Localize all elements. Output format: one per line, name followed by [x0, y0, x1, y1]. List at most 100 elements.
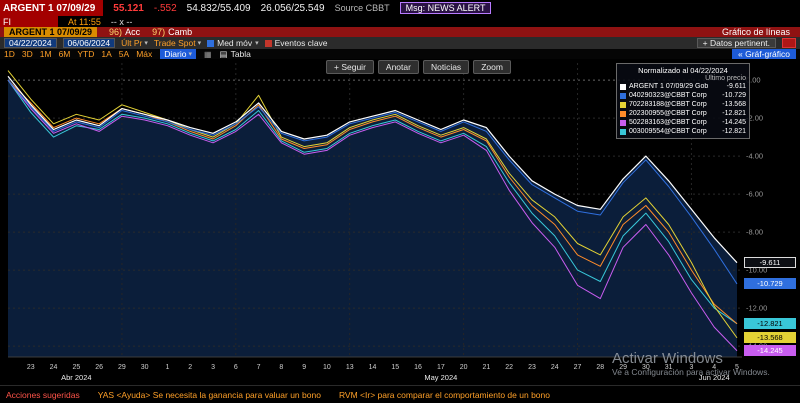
bid-ask: 54.832/55.409 — [186, 2, 251, 14]
last-value-badge: -14.245 — [744, 345, 796, 357]
svg-text:27: 27 — [574, 364, 582, 371]
last-value-badge: -12.821 — [744, 318, 796, 330]
svg-text:15: 15 — [391, 364, 399, 371]
chart-legend: Normalizado al 04/22/2024 Último precio … — [616, 63, 750, 139]
series-label: 502283163@CBBT Corp — [629, 119, 707, 126]
series-last-value: -9.611 — [726, 83, 746, 90]
series-last-value: -12.821 — [722, 128, 746, 135]
start-date-input[interactable]: 04/22/2024 — [4, 38, 57, 48]
line-chart[interactable]: 0.00 -2.00 -4.00 -6.00 -8.00 -10.00 -12.00 -14.… — [0, 59, 800, 385]
svg-text:25: 25 — [72, 364, 80, 371]
quote-subheader: FI At 11:55 -- x -- — [0, 16, 800, 27]
svg-text:5: 5 — [735, 364, 739, 371]
period-tab-ytd[interactable]: YTD — [77, 49, 95, 59]
frequency-select[interactable]: Diario ▾ — [160, 49, 196, 59]
period-tab-6m[interactable]: 6M — [58, 49, 71, 59]
menu-label: Camb — [168, 27, 193, 37]
svg-text:24: 24 — [50, 364, 58, 371]
svg-text:10: 10 — [323, 364, 331, 371]
table-icon: ▤ — [219, 48, 228, 59]
menu-bar: ARGENT 1 07/09/29 96) Acc 97) Camb Gráfi… — [0, 27, 800, 37]
svg-text:-8.00: -8.00 — [746, 228, 763, 237]
period-tab-1a[interactable]: 1A — [101, 49, 112, 59]
last-value-badge: -10.729 — [744, 278, 796, 290]
menu-item-acciones[interactable]: 96) Acc — [109, 27, 140, 37]
chart-tool-anotar[interactable]: Anotar — [377, 60, 419, 74]
menu-item-cambiar[interactable]: 97) Camb — [152, 27, 192, 37]
legend-entry[interactable]: 202300955@CBBT Corp -12.821 — [620, 109, 746, 118]
moving-average-label: Med móv — [217, 38, 253, 48]
period-tabs: 1D 3D 1M 6M YTD 1A 5A Máx — [4, 49, 152, 59]
table-tab[interactable]: ▤ Tabla — [220, 49, 251, 60]
period-tab-1d[interactable]: 1D — [4, 49, 15, 59]
period-tab-máx[interactable]: Máx — [136, 49, 153, 59]
asset-class-tag: FI — [0, 16, 58, 27]
svg-text:Jun 2024: Jun 2024 — [699, 373, 730, 382]
key-events-toggle[interactable]: Eventos clave — [264, 38, 328, 48]
menu-number: 96) — [109, 27, 123, 37]
svg-text:30: 30 — [642, 364, 650, 371]
series-label: 202300955@CBBT Corp — [629, 110, 707, 117]
chart-tool-seguir[interactable]: + Seguir — [326, 60, 374, 74]
series-label: 040290323@CBBT Corp — [629, 92, 707, 99]
period-tab-1m[interactable]: 1M — [39, 49, 52, 59]
security-field[interactable]: ARGENT 1 07/09/29 — [4, 27, 98, 37]
series-last-value: -12.821 — [722, 110, 746, 117]
svg-text:2: 2 — [188, 364, 192, 371]
status-left: Acciones sugeridas — [6, 389, 80, 400]
svg-text:3: 3 — [211, 364, 215, 371]
period-tab-3d[interactable]: 3D — [21, 49, 33, 59]
series-swatch — [620, 128, 626, 135]
quote-time: At 11:55 — [68, 16, 101, 27]
svg-text:22: 22 — [505, 364, 513, 371]
news-alert-badge[interactable]: Msg: NEWS ALERT — [399, 2, 492, 14]
svg-text:16: 16 — [414, 364, 422, 371]
svg-text:-4.00: -4.00 — [746, 152, 763, 161]
status-hint1: YAS <Ayuda> Se necesita la ganancia para… — [97, 389, 321, 400]
svg-text:6: 6 — [234, 364, 238, 371]
period-tab-5a[interactable]: 5A — [118, 49, 130, 59]
svg-text:31: 31 — [665, 364, 673, 371]
svg-text:7: 7 — [257, 364, 261, 371]
price-source: Source CBBT — [334, 3, 390, 13]
svg-text:May 2024: May 2024 — [424, 373, 457, 382]
last-price: 55.121 — [113, 2, 144, 14]
series-label: ARGENT 1 07/09/29 Gob — [629, 83, 709, 90]
svg-text:9: 9 — [302, 364, 306, 371]
moving-average-toggle[interactable]: Med móv ▾ — [207, 38, 259, 48]
svg-text:21: 21 — [483, 364, 491, 371]
series-swatch — [620, 92, 626, 99]
series-swatch — [620, 101, 626, 108]
related-data-button[interactable]: + Datos pertinent. — [696, 38, 776, 48]
chart-tool-noticias[interactable]: Noticias — [422, 60, 470, 74]
svg-text:14: 14 — [369, 364, 377, 371]
svg-text:4: 4 — [712, 364, 716, 371]
end-date-input[interactable]: 06/06/2024 — [62, 38, 116, 48]
market-select[interactable]: Trade Spot ▾ — [154, 38, 201, 48]
legend-entry[interactable]: 040290323@CBBT Corp -10.729 — [620, 91, 746, 100]
legend-rows: ARGENT 1 07/09/29 Gob -9.611 040290323@CBB… — [620, 82, 746, 136]
legend-title: Normalizado al 04/22/2024 — [638, 66, 728, 75]
checkbox-icon — [264, 39, 272, 47]
svg-text:29: 29 — [118, 364, 126, 371]
chart-region[interactable]: 0.00 -2.00 -4.00 -6.00 -8.00 -10.00 -12.00 -14.… — [0, 59, 800, 385]
svg-text:3: 3 — [689, 364, 693, 371]
frequency-value: Diario — [164, 49, 187, 59]
legend-entry[interactable]: 702283188@CBBT Corp -13.568 — [620, 100, 746, 109]
legend-entry[interactable]: 502283163@CBBT Corp -14.245 — [620, 118, 746, 127]
chart-toolbar: + Seguir Anotar Noticias Zoom — [326, 60, 511, 74]
legend-entry[interactable]: 003009554@CBBT Corp -12.821 — [620, 127, 746, 136]
price-field-select[interactable]: Últ Pr ▾ — [121, 38, 148, 48]
graph-button[interactable]: « Gráf-gráfico — [732, 49, 796, 59]
chart-tool-zoom[interactable]: Zoom — [473, 60, 511, 74]
legend-entry[interactable]: ARGENT 1 07/09/29 Gob -9.611 — [620, 82, 746, 91]
svg-text:20: 20 — [460, 364, 468, 371]
quote-size: -- x -- — [110, 16, 133, 27]
series-swatch — [620, 83, 626, 90]
svg-text:-6.00: -6.00 — [746, 190, 763, 199]
screen-title: Gráfico de líneas — [721, 27, 790, 37]
grid-icon[interactable]: ▦ — [203, 49, 212, 59]
series-last-value: -14.245 — [722, 119, 746, 126]
alert-button[interactable] — [782, 38, 796, 48]
